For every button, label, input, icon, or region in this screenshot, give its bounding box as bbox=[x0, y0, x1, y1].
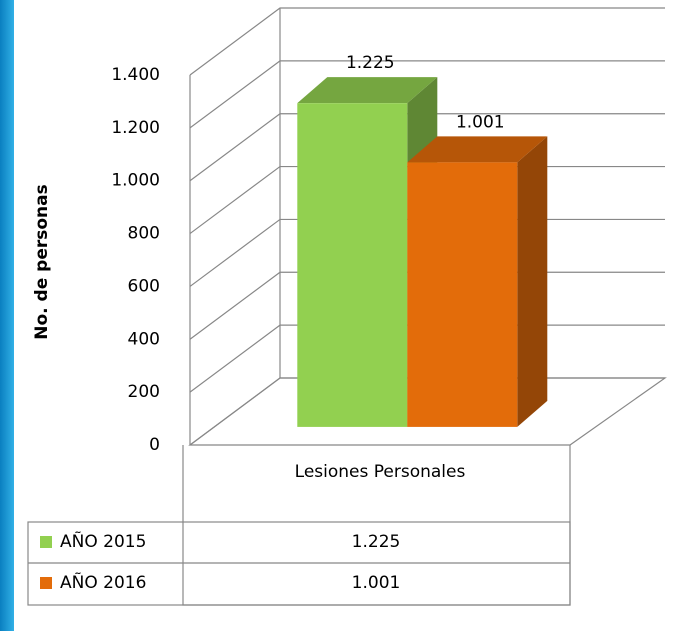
grid-line bbox=[189, 7, 665, 76]
y-tick-label: 800 bbox=[128, 224, 160, 244]
y-tick-label: 1.000 bbox=[111, 171, 160, 191]
plot: 0 200 400 600 800 1.000 1.200 1.400 1.225 1.001 AÑ… bbox=[27, 7, 667, 606]
table-value: 1.001 bbox=[352, 573, 401, 593]
legend-label: AÑO 2016 bbox=[60, 571, 146, 593]
bar-top bbox=[297, 77, 438, 104]
data-label: 1.225 bbox=[346, 53, 395, 73]
bar-top bbox=[407, 136, 548, 163]
data-label: 1.001 bbox=[456, 112, 505, 132]
y-axis-title: No. de personas bbox=[32, 184, 52, 339]
legend-key bbox=[40, 536, 52, 548]
decor-strip bbox=[0, 0, 14, 631]
bar-side bbox=[517, 136, 548, 427]
legend-key bbox=[40, 577, 52, 589]
grid-line bbox=[189, 60, 665, 129]
bar bbox=[297, 103, 408, 427]
table-value: 1.225 bbox=[352, 532, 401, 552]
category-label: Lesiones Personales bbox=[294, 462, 466, 482]
y-tick-label: 0 bbox=[149, 435, 160, 455]
y-tick-label: 1.400 bbox=[111, 65, 160, 85]
y-tick-label: 400 bbox=[128, 329, 160, 349]
legend-label: AÑO 2015 bbox=[60, 530, 146, 552]
y-tick-label: 200 bbox=[128, 382, 160, 402]
y-tick-label: 600 bbox=[128, 276, 160, 296]
y-tick-label: 1.200 bbox=[111, 118, 160, 138]
grid-line bbox=[189, 113, 665, 182]
bar bbox=[407, 162, 518, 427]
